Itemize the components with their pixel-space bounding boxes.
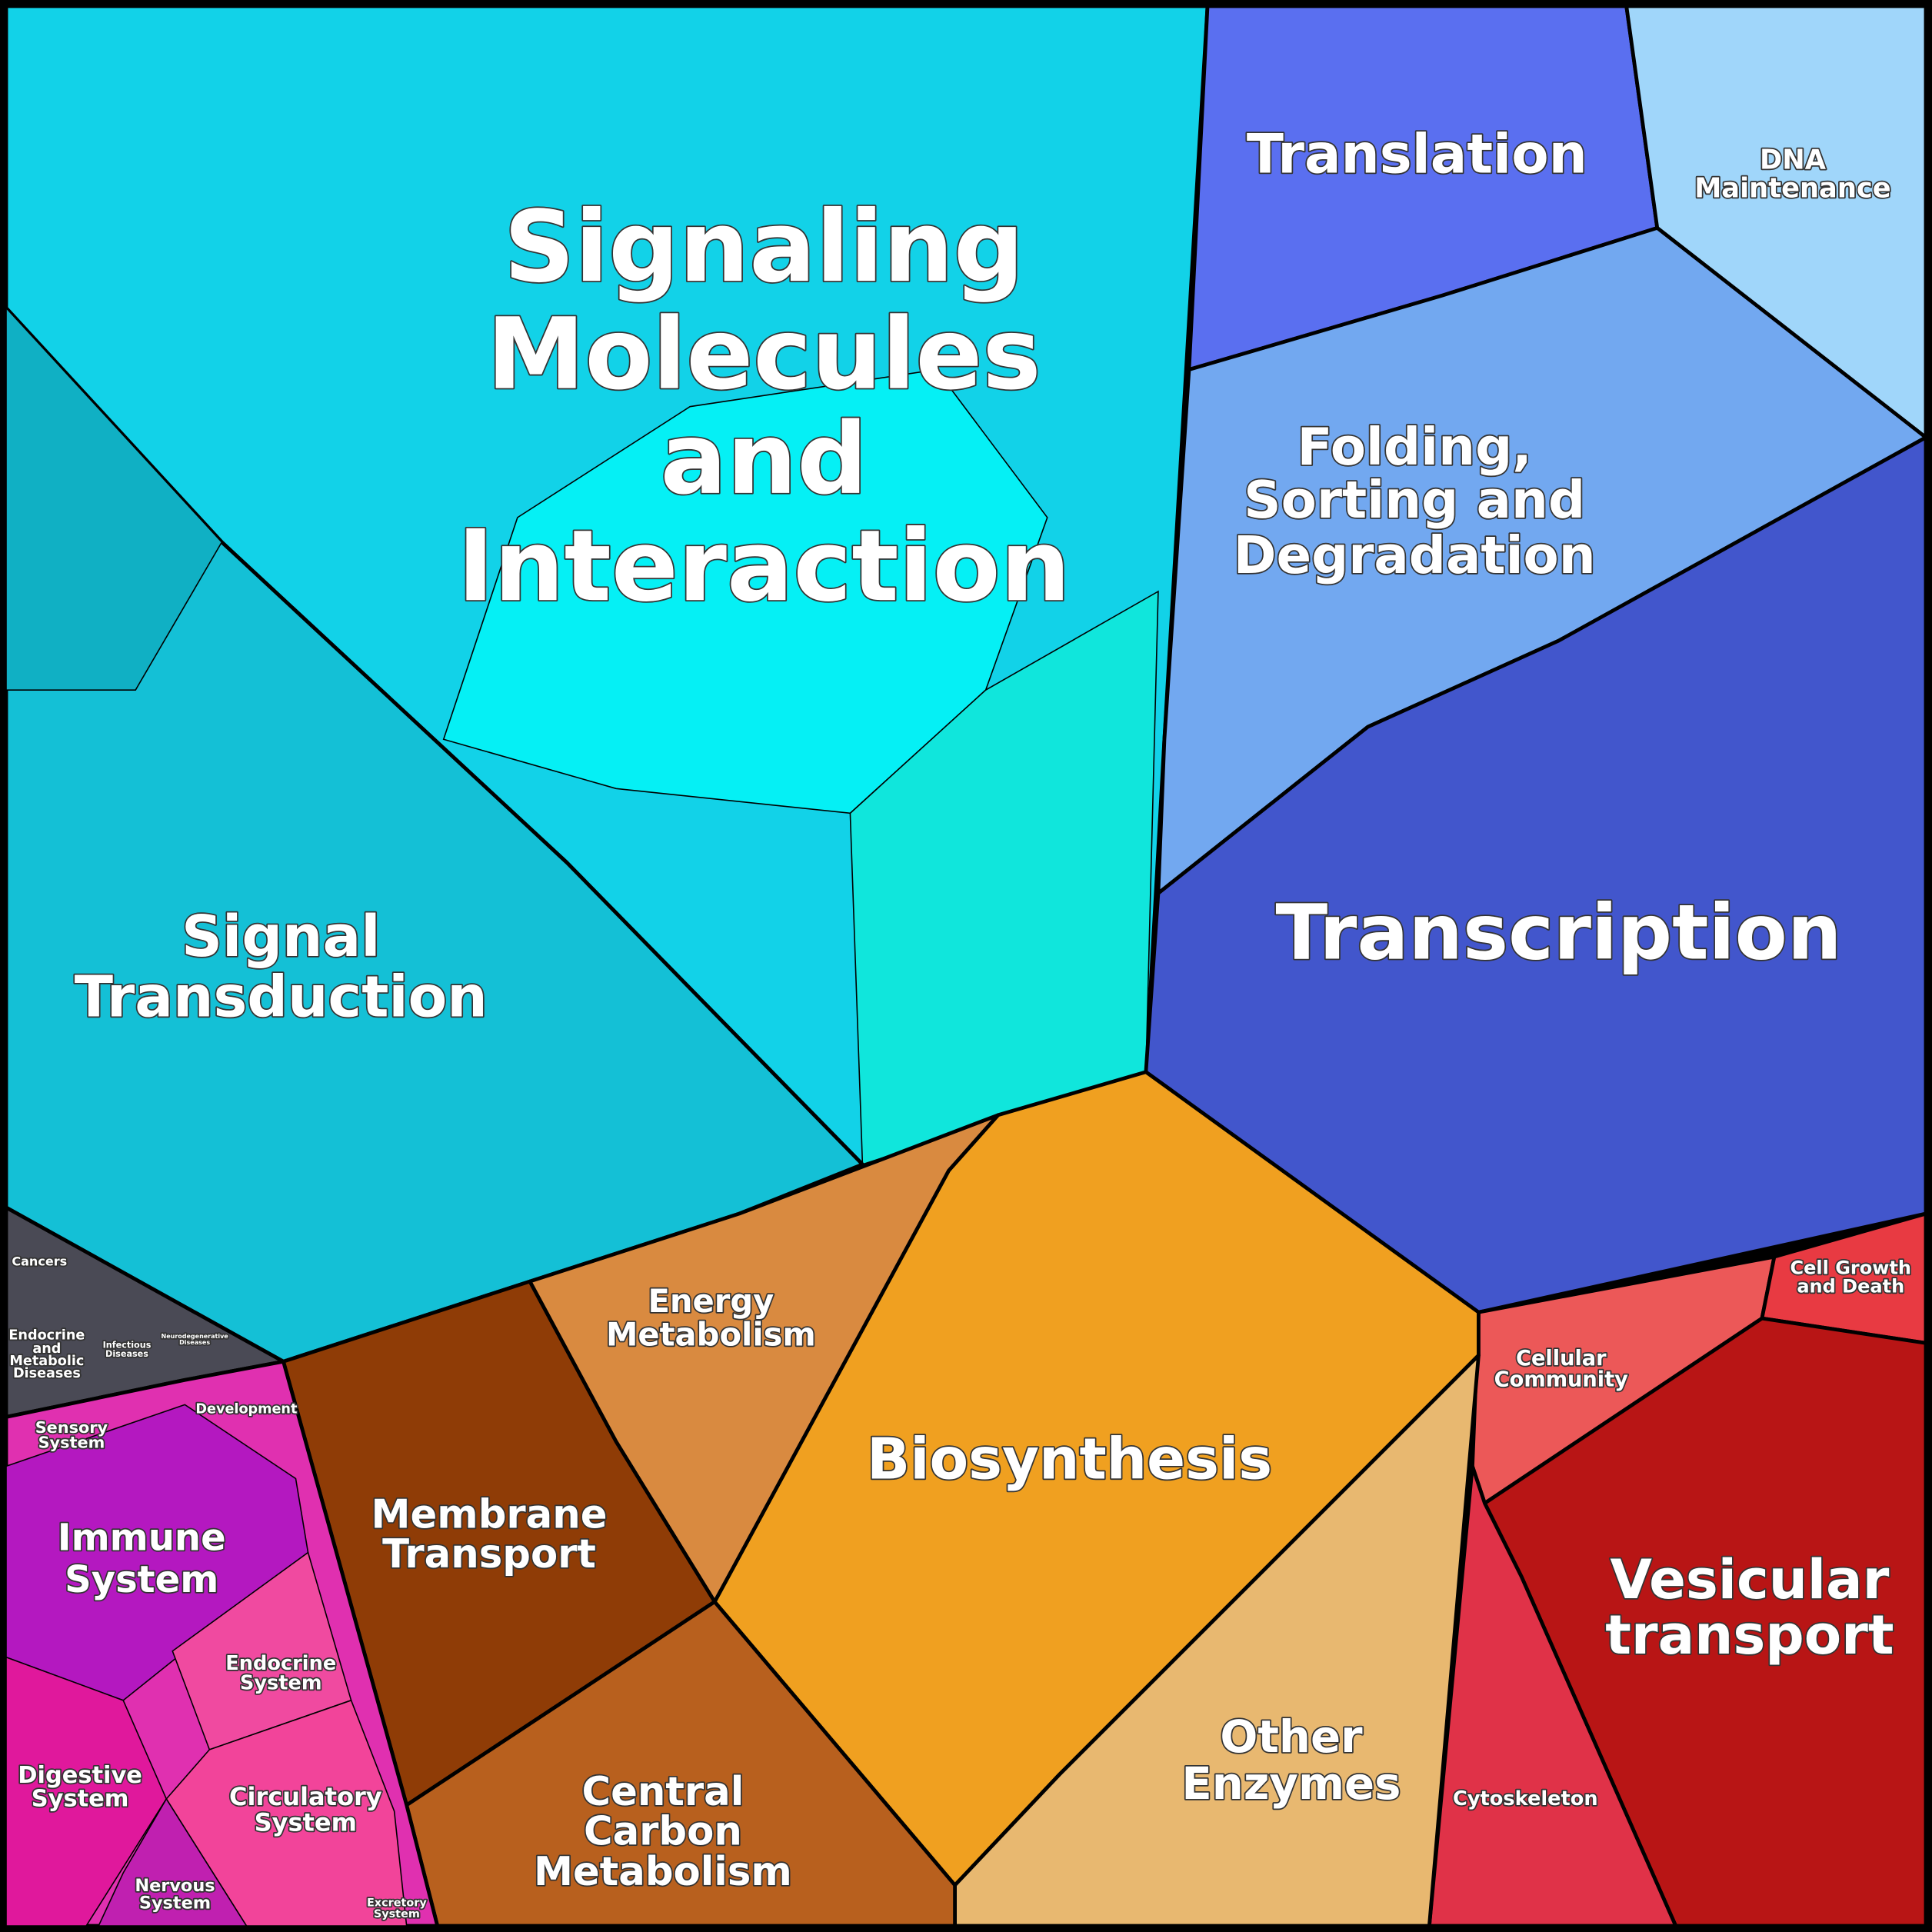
label: Endocrine System	[225, 1652, 336, 1695]
label: Central Carbon Metabolism	[534, 1769, 792, 1895]
nervous-subregion	[97, 1797, 248, 1927]
label: Signaling Molecules and Interaction	[458, 190, 1071, 624]
label: Infectious Diseases	[103, 1341, 152, 1359]
label: Energy Metabolism	[606, 1282, 816, 1353]
transduction-subregion	[5, 306, 223, 691]
label: Endocrine and Metabolic Diseases	[8, 1327, 85, 1381]
label: Vesicular transport	[1605, 1548, 1894, 1667]
label: Circulatory System	[229, 1782, 382, 1837]
label: Translation	[1247, 122, 1587, 185]
label: Neurodegenerative Diseases	[162, 1333, 229, 1346]
label: Folding, Sorting and Degradation	[1234, 417, 1596, 585]
label: DNA Maintenance	[1694, 144, 1890, 204]
label: Immune System	[58, 1516, 226, 1601]
label: Cellular Community	[1494, 1347, 1628, 1391]
label: Cytoskeleton	[1453, 1787, 1598, 1810]
digestive-subregion	[5, 1656, 168, 1927]
label: Cell Growth and Death	[1790, 1257, 1911, 1297]
label: Development	[195, 1402, 298, 1417]
label: Biosynthesis	[867, 1427, 1272, 1492]
label: Excretory System	[367, 1897, 427, 1920]
label: Digestive System	[18, 1762, 142, 1812]
label: Cancers	[12, 1254, 67, 1268]
label: Membrane Transport	[371, 1492, 608, 1577]
regions	[4, 4, 1928, 1928]
signaling-subregion	[442, 368, 1048, 814]
label: Transcription	[1276, 888, 1842, 977]
labels: Signaling Molecules and Interaction Transla…	[8, 122, 1913, 1922]
label: Nervous System	[135, 1876, 215, 1913]
label: Signal Transduction	[75, 904, 488, 1030]
label: Sensory System	[35, 1418, 108, 1451]
label: Other Enzymes	[1181, 1710, 1401, 1810]
